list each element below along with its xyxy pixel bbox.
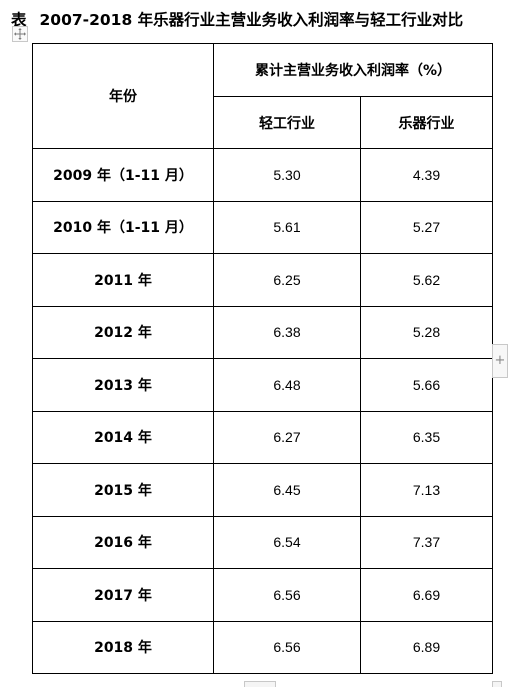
music-industry-value: 5.27 — [360, 200, 493, 254]
table-row: 2012 年 6.38 5.28 — [32, 305, 493, 359]
year-header: 年份 — [32, 43, 214, 149]
light-industry-value: 6.25 — [213, 253, 361, 307]
light-industry-value: 6.56 — [213, 620, 361, 674]
year-cell: 2016 年 — [32, 515, 214, 569]
music-industry-value: 6.89 — [360, 620, 493, 674]
caption-label: 表 — [11, 11, 27, 29]
light-industry-value: 6.38 — [213, 305, 361, 359]
year-cell: 2017 年 — [32, 568, 214, 622]
year-cell: 2018 年 — [32, 620, 214, 674]
table-row: 2018 年 6.56 6.89 — [32, 620, 493, 674]
year-cell: 2013 年 — [32, 358, 214, 412]
table-row: 2014 年 6.27 6.35 — [32, 410, 493, 464]
light-industry-header: 轻工行业 — [213, 96, 361, 149]
year-cell: 2011 年 — [32, 253, 214, 307]
add-column-button[interactable]: + — [492, 344, 508, 378]
music-industry-value: 6.69 — [360, 568, 493, 622]
music-industry-value: 5.62 — [360, 253, 493, 307]
profit-rate-table: 年份 累计主营业务收入利润率（%） 轻工行业 乐器行业 2009 年（1-11 … — [32, 43, 493, 674]
light-industry-value: 6.56 — [213, 568, 361, 622]
light-industry-value: 6.45 — [213, 463, 361, 517]
music-industry-value: 5.66 — [360, 358, 493, 412]
year-cell: 2010 年（1-11 月） — [32, 200, 214, 254]
year-cell: 2015 年 — [32, 463, 214, 517]
profit-rate-group-header: 累计主营业务收入利润率（%） — [213, 43, 493, 97]
light-industry-value: 5.30 — [213, 148, 361, 202]
music-industry-value: 5.28 — [360, 305, 493, 359]
table-row: 2011 年 6.25 5.62 — [32, 253, 493, 307]
header-row-2: 轻工行业 乐器行业 — [33, 96, 493, 149]
light-industry-value: 6.48 — [213, 358, 361, 412]
table-caption: 表 2007-2018 年乐器行业主营业务收入利润率与轻工行业对比 — [11, 7, 507, 33]
table-row: 2010 年（1-11 月） 5.61 5.27 — [32, 200, 493, 254]
header-row-1: 年份 累计主营业务收入利润率（%） — [32, 43, 493, 149]
music-industry-value: 6.35 — [360, 410, 493, 464]
table-row: 2009 年（1-11 月） 5.30 4.39 — [32, 148, 493, 202]
year-cell: 2012 年 — [32, 305, 214, 359]
music-industry-value: 4.39 — [360, 148, 493, 202]
light-industry-value: 5.61 — [213, 200, 361, 254]
year-cell: 2014 年 — [32, 410, 214, 464]
table-move-handle[interactable] — [12, 26, 28, 42]
table-row: 2013 年 6.48 5.66 — [32, 358, 493, 412]
light-industry-value: 6.54 — [213, 515, 361, 569]
table-resize-handle[interactable] — [492, 681, 502, 687]
table-row: 2016 年 6.54 7.37 — [32, 515, 493, 569]
light-industry-value: 6.27 — [213, 410, 361, 464]
year-cell: 2009 年（1-11 月） — [32, 148, 214, 202]
music-industry-value: 7.13 — [360, 463, 493, 517]
table-row: 2015 年 6.45 7.13 — [32, 463, 493, 517]
caption-text: 2007-2018 年乐器行业主营业务收入利润率与轻工行业对比 — [39, 11, 464, 29]
music-industry-header: 乐器行业 — [360, 96, 493, 149]
table-row: 2017 年 6.56 6.69 — [32, 568, 493, 622]
move-icon — [14, 28, 26, 40]
add-row-handle[interactable] — [244, 681, 276, 687]
music-industry-value: 7.37 — [360, 515, 493, 569]
